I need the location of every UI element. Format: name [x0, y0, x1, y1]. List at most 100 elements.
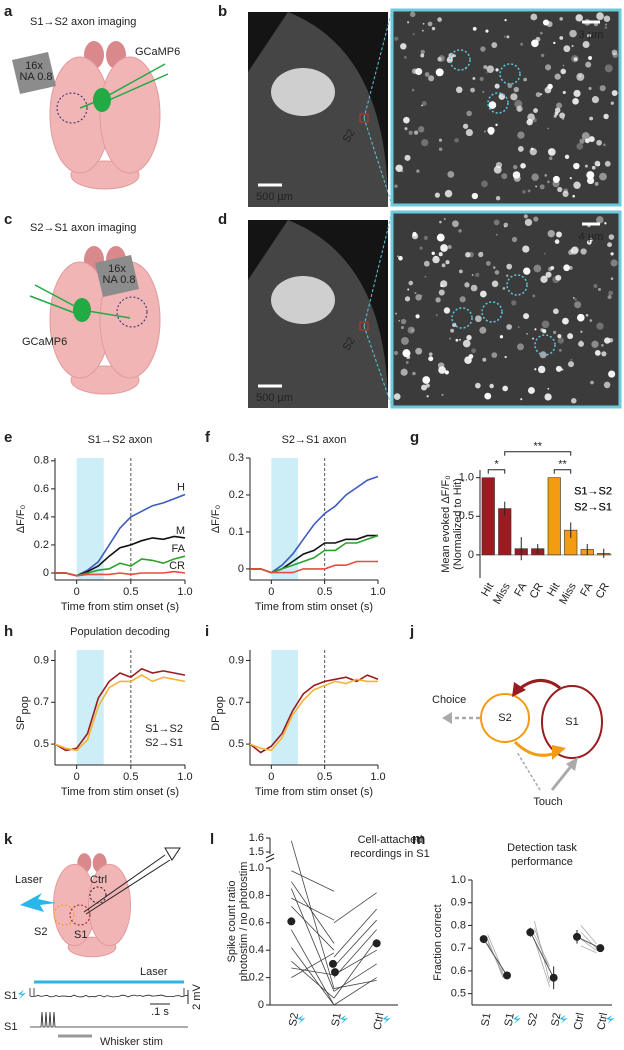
bouton	[411, 68, 418, 74]
bouton	[588, 136, 595, 143]
bouton	[603, 143, 606, 147]
bouton	[604, 337, 611, 344]
bouton	[403, 55, 407, 59]
x-tick-label: Ctrl	[372, 1012, 387, 1031]
bouton	[610, 252, 614, 256]
bouton	[415, 347, 423, 355]
bouton	[404, 154, 411, 161]
bouton	[395, 312, 397, 315]
bouton	[412, 231, 417, 237]
bouton	[588, 86, 592, 91]
bouton	[523, 214, 528, 219]
bouton	[570, 358, 573, 361]
panel-letter: d	[218, 211, 227, 228]
bouton	[395, 164, 403, 173]
zoom-image	[390, 210, 622, 409]
panel-letter: l	[210, 831, 214, 848]
bouton	[421, 138, 429, 147]
x-tick-label: 1.0	[177, 771, 192, 783]
bouton	[432, 255, 440, 264]
x-tick-label: 0	[74, 586, 80, 598]
chart-title: recordings in S1	[350, 848, 430, 860]
pair-line	[333, 929, 377, 978]
pair-line	[333, 977, 377, 1006]
bouton	[505, 274, 509, 277]
bouton	[580, 330, 583, 333]
zoom-image	[390, 8, 622, 207]
bouton	[408, 130, 413, 136]
bouton	[412, 371, 416, 376]
bouton	[474, 315, 482, 323]
bouton	[458, 269, 463, 274]
bouton	[448, 337, 452, 340]
stim-label: Whisker stim	[100, 1036, 163, 1048]
bouton	[478, 251, 484, 258]
pair-line	[580, 945, 597, 954]
indicator-label: GCaMP6	[135, 46, 180, 58]
headstage	[164, 847, 181, 861]
bouton	[533, 216, 539, 222]
bouton	[522, 190, 526, 194]
bouton	[552, 175, 560, 183]
bouton	[504, 225, 506, 228]
pair-line	[291, 897, 335, 921]
bright-region	[271, 276, 335, 324]
region-label: S2	[341, 335, 358, 353]
y-tick-label: 0.2	[34, 539, 49, 551]
bouton	[545, 271, 552, 278]
bouton	[579, 138, 585, 144]
bouton	[608, 337, 614, 343]
bouton	[601, 344, 604, 347]
y-tick-label: 0.7	[34, 696, 49, 708]
zoom-guide	[363, 211, 393, 327]
y-tick-label: 1.6	[249, 832, 264, 844]
series-line	[250, 534, 379, 574]
bouton	[439, 220, 442, 224]
bouton	[514, 99, 523, 108]
bouton	[420, 49, 425, 55]
bouton	[404, 127, 408, 131]
bouton	[398, 319, 400, 322]
bouton	[547, 148, 556, 156]
roi	[451, 307, 473, 329]
bouton	[562, 117, 565, 120]
bouton	[594, 181, 599, 186]
bouton	[590, 380, 594, 385]
y-tick-label: 0.3	[229, 452, 244, 464]
objective-label: NA 0.8	[19, 71, 52, 83]
trace-label: S1	[4, 1021, 17, 1033]
bouton	[495, 68, 499, 72]
bouton	[512, 171, 521, 179]
bouton	[407, 326, 415, 334]
mean-dot	[372, 939, 381, 948]
bouton	[517, 131, 525, 139]
y-axis-label: Mean evoked ΔF/F₀	[440, 475, 452, 573]
bouton	[591, 340, 599, 348]
bouton	[471, 192, 479, 200]
bouton	[531, 39, 539, 48]
mean-dot	[331, 968, 339, 977]
bouton	[491, 280, 499, 288]
bouton	[547, 230, 555, 238]
bouton	[506, 35, 510, 39]
series-line	[249, 678, 378, 752]
bouton	[544, 393, 552, 401]
bouton	[438, 138, 443, 142]
site	[89, 886, 107, 904]
pair-line	[580, 925, 597, 944]
objective-label: 16x	[25, 60, 43, 72]
bouton	[550, 265, 555, 270]
bouton	[479, 76, 484, 82]
bouton	[470, 284, 478, 292]
bouton	[401, 336, 409, 345]
legend-entry: S2→S1	[574, 502, 612, 514]
bouton	[572, 97, 579, 105]
panel-letter: f	[205, 429, 211, 446]
bouton	[465, 128, 473, 137]
bouton	[517, 343, 524, 351]
bouton	[559, 112, 566, 119]
x-tick-label: S1	[503, 1012, 517, 1027]
bouton	[422, 22, 425, 25]
node-label: Choice	[432, 694, 466, 706]
bouton	[608, 290, 614, 296]
